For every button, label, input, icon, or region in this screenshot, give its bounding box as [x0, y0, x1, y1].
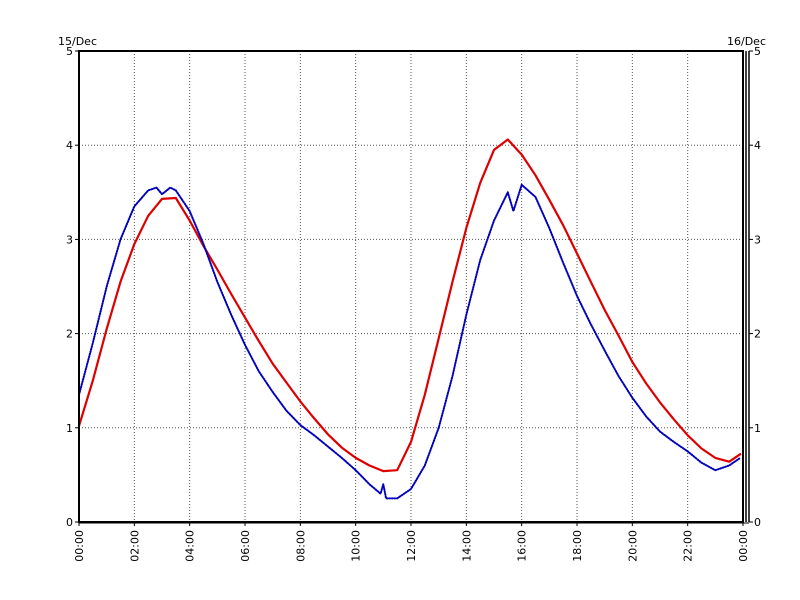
y-tick-label-left: 0: [66, 516, 73, 529]
x-tick-label: 20:00: [626, 530, 639, 562]
x-tick-label: 06:00: [239, 530, 252, 562]
x-tick-label: 14:00: [460, 530, 473, 562]
x-tick-label: 18:00: [571, 530, 584, 562]
y-tick-label-left: 3: [66, 233, 73, 246]
y-tick-label-right: 4: [754, 139, 761, 152]
y-tick-label-right: 5: [754, 45, 761, 58]
grid-layer: [79, 51, 743, 522]
date-start-label: 15/Dec: [58, 35, 97, 48]
x-tick-label: 00:00: [73, 530, 86, 562]
series-layer: [77, 138, 742, 500]
y-tick-label-right: 2: [754, 328, 761, 341]
x-tick-label: 12:00: [405, 530, 418, 562]
series-line-1: [78, 183, 742, 500]
y-tick-label-left: 4: [66, 139, 73, 152]
date-end-label: 16/Dec: [727, 35, 766, 48]
x-tick-label: 10:00: [350, 530, 363, 562]
y-tick-label-right: 0: [754, 516, 761, 529]
x-tick-label: 22:00: [682, 530, 695, 562]
x-tick-label: 00:00: [737, 530, 750, 562]
frame-layer: [75, 50, 753, 526]
y-tick-label-left: 2: [66, 328, 73, 341]
x-tick-label: 02:00: [128, 530, 141, 562]
x-tick-label: 08:00: [294, 530, 307, 562]
y-tick-label-left: 1: [66, 422, 73, 435]
plot-background: [79, 51, 743, 522]
y-tick-label-right: 1: [754, 422, 761, 435]
series-line-0: [77, 138, 742, 473]
label-layer: 15/Dec 16/Dec 0 0 1 1 2 2 3 3 4 4 5 5 00:00 02:00 04:0…: [58, 35, 766, 562]
y-tick-label-right: 3: [754, 233, 761, 246]
y-tick-label-left: 5: [66, 45, 73, 58]
x-tick-label: 16:00: [516, 530, 529, 562]
x-tick-label: 04:00: [184, 530, 197, 562]
